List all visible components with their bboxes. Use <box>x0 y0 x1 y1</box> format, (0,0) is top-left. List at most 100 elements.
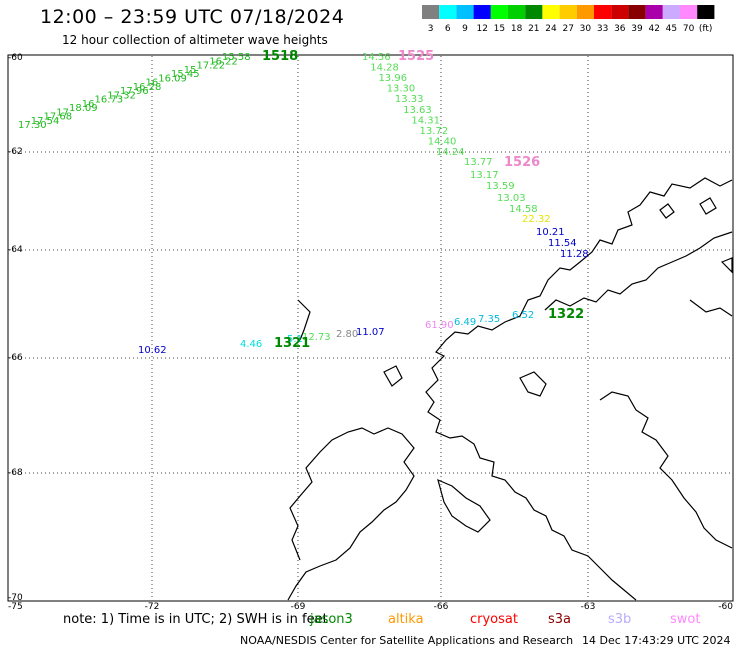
wave-height-label: 17.96 <box>120 86 149 97</box>
satellite-name: jason3 <box>310 612 353 627</box>
pass-id-label: 1322 <box>548 307 584 322</box>
latitude-tick-label: -70 <box>8 593 23 603</box>
wave-height-label: 10.62 <box>138 345 167 356</box>
wave-height-label: 17 <box>56 107 69 118</box>
wave-height-label: 15.45 <box>171 69 200 80</box>
coastline <box>425 177 733 601</box>
legend-label: 42 <box>648 24 659 34</box>
legend-unit: (ft) <box>699 24 713 34</box>
legend-label: 3 <box>428 24 434 34</box>
latitude-tick-label: -66 <box>8 353 23 363</box>
legend-swatch <box>697 5 715 19</box>
longitude-tick-label: -60 <box>718 602 733 610</box>
legend-label: 27 <box>562 24 573 34</box>
legend-swatch <box>594 5 612 19</box>
wave-height-label: 18.09 <box>69 103 98 114</box>
latitude-tick-label: -60 <box>8 53 23 63</box>
legend-swatch <box>542 5 560 19</box>
pass-id-label: 1518 <box>262 49 298 64</box>
wave-height-label: 14.28 <box>370 63 399 74</box>
wave-height-label: 11.28 <box>560 249 589 260</box>
wave-height-label: 10.21 <box>536 227 565 238</box>
legend-label: 33 <box>597 24 608 34</box>
wave-height-label: 14.56 <box>362 52 391 63</box>
legend-swatch <box>422 5 440 19</box>
wave-height-label: 17.30 <box>18 120 47 131</box>
legend-swatch <box>559 5 577 19</box>
coastline <box>699 197 717 215</box>
legend-swatch <box>525 5 543 19</box>
wave-height-label: 13.03 <box>497 193 526 204</box>
satellite-name: s3a <box>548 612 572 627</box>
legend-swatch <box>439 5 457 19</box>
legend-swatch <box>508 5 526 19</box>
longitude-tick-label: -69 <box>291 602 306 610</box>
legend-swatch <box>576 5 594 19</box>
wave-height-label: 16.73 <box>95 95 124 106</box>
longitude-tick-label: -63 <box>581 602 596 610</box>
coastline <box>544 231 733 311</box>
wave-height-label: 14.40 <box>428 136 457 147</box>
legend-swatch <box>628 5 646 19</box>
legend-label: 45 <box>666 24 677 34</box>
wave-height-label: 15.58 <box>222 52 251 63</box>
wave-height-label: 17.32 <box>107 90 136 101</box>
color-scale-legend: 3 6 9 12 15 18 21 24 27 30 33 36 39 42 45 70 (ft) <box>422 5 715 34</box>
wave-height-label: 13.77 <box>464 157 493 168</box>
coastline <box>297 299 311 341</box>
legend-label: 70 <box>683 24 695 34</box>
coastline <box>383 365 403 387</box>
wave-height-label: 13.72 <box>420 126 449 137</box>
legend-label: 12 <box>476 24 487 34</box>
pass-id-label: 1526 <box>504 155 540 170</box>
longitude-tick-label: -66 <box>434 602 449 610</box>
coastline <box>659 203 675 219</box>
legend-label: 6 <box>445 24 451 34</box>
coastline <box>720 257 733 274</box>
wave-height-label: 14.31 <box>411 115 440 126</box>
wave-height-label: 2.80 <box>336 329 358 340</box>
legend-swatch <box>473 5 491 19</box>
latitude-tick-label: -68 <box>8 468 23 478</box>
map-title: 12:00 – 23:59 UTC 07/18/2024 <box>40 6 345 28</box>
wave-height-label: 16.09 <box>158 73 187 84</box>
wave-height-label: 6.49 <box>454 317 476 328</box>
legend-swatch <box>456 5 474 19</box>
coastline <box>287 427 415 601</box>
wave-height-label: 22.32 <box>522 214 551 225</box>
map-frame <box>7 54 734 602</box>
longitude-tick-label: -75 <box>8 602 23 610</box>
pass-id-label: 1525 <box>398 49 434 64</box>
satellite-name: s3b <box>608 612 632 627</box>
wave-height-label: 17.54 <box>31 116 60 127</box>
wave-height-label: 14.24 <box>436 147 465 158</box>
wave-height-label: 17.68 <box>44 112 73 123</box>
wave-height-label: 13.30 <box>387 84 416 95</box>
wave-height-label: 13.63 <box>403 105 432 116</box>
legend-label: 9 <box>462 24 468 34</box>
coastline <box>689 299 733 317</box>
wave-height-label: 61.90 <box>425 320 454 331</box>
footer-note: note: 1) Time is in UTC; 2) SWH is in fe… <box>63 612 328 627</box>
wave-height-label: 17.22 <box>197 61 226 72</box>
wave-height-label: 13.96 <box>378 73 407 84</box>
legend-swatch <box>611 5 629 19</box>
wave-height-label: 11.07 <box>356 327 385 338</box>
latitude-tick-label: -64 <box>8 245 23 255</box>
coastline <box>519 371 547 397</box>
legend-label: 18 <box>511 24 523 34</box>
coastline <box>437 478 491 533</box>
wave-height-label: 16.28 <box>133 82 162 93</box>
wave-height-label: 13.33 <box>395 94 424 105</box>
pass-id-label: 1321 <box>274 336 310 351</box>
footer-timestamp: 14 Dec 17:43:29 UTC 2024 <box>582 634 731 647</box>
wave-height-label: 12.73 <box>302 332 331 343</box>
wave-height-label: 16 <box>146 78 159 89</box>
footer-credit: NOAA/NESDIS Center for Satellite Applica… <box>240 634 574 647</box>
satellite-name: altika <box>388 612 424 627</box>
legend-label: 30 <box>580 24 592 34</box>
legend-swatch <box>490 5 508 19</box>
wave-height-label: 4.46 <box>240 339 262 350</box>
wave-height-label: 13.17 <box>470 170 499 181</box>
wave-height-label: 11.54 <box>548 238 577 249</box>
